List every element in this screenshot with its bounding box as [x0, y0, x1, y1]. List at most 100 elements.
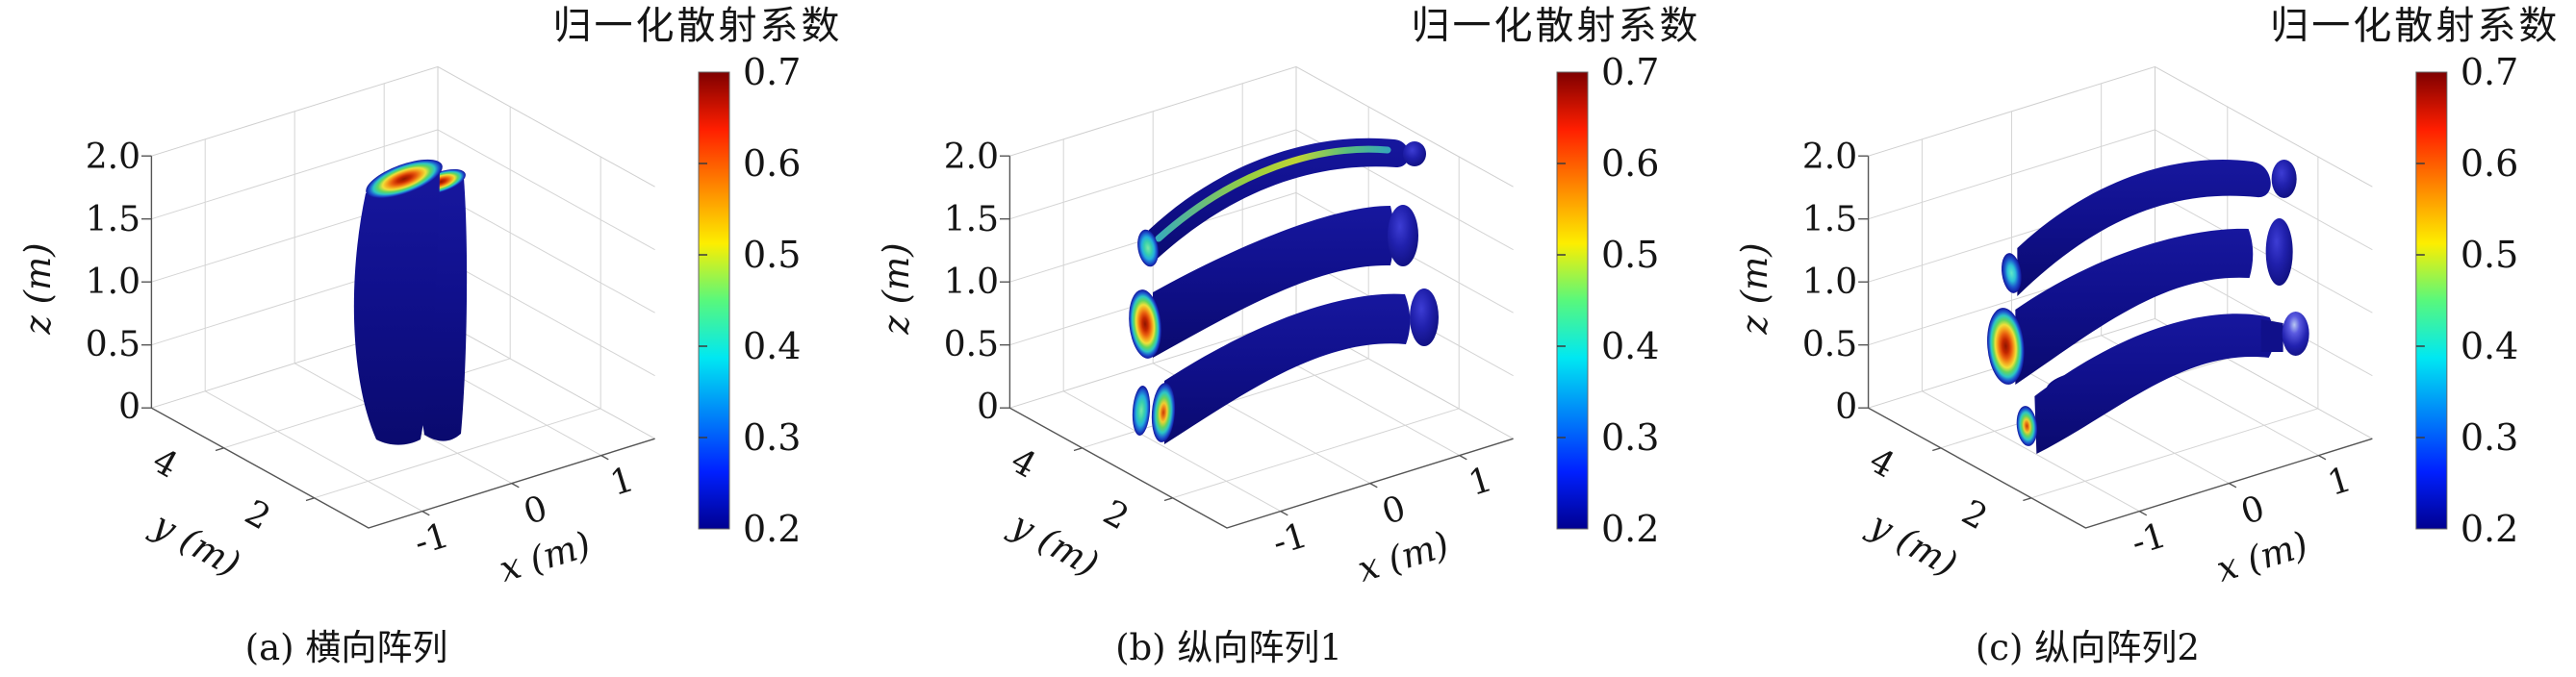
z-tick: 1.0 — [1802, 263, 1857, 302]
isosurface-tubes — [1987, 159, 2309, 454]
tube-middle-left-cap — [1987, 308, 2025, 385]
tube-top-body — [2017, 159, 2271, 296]
z-axis-label: z (m) — [876, 242, 917, 335]
panel-caption: (a) 横向阵列 — [245, 627, 448, 668]
tube-top-ridge-stripe — [1155, 145, 1391, 242]
y-tick: 4 — [146, 440, 185, 486]
z-tick: 0 — [118, 388, 140, 427]
panel-a: 2.0 1.5 1.0 0.5 0 4 2 -1 0 1 z (m) y (m)… — [0, 0, 858, 677]
column-left-top-cap — [366, 159, 443, 199]
panel-c: 2.0 1.5 1.0 0.5 0 4 2 -1 0 1 z (m) y (m)… — [1717, 0, 2576, 677]
tube-bottom-left-cap-small — [1132, 386, 1151, 436]
x-tick: 1 — [606, 460, 639, 504]
z-tick: 2.0 — [86, 138, 140, 177]
colorbar-title: 归一化散射系数 — [553, 4, 843, 48]
colorbar: 0.7 0.6 0.5 0.4 0.3 0.2 归一化散射系数 — [2270, 4, 2560, 550]
x-axis-label: x (m) — [1353, 523, 1454, 589]
z-tick: 0.5 — [86, 325, 140, 364]
z-axis-label: z (m) — [17, 242, 59, 335]
colorbar-tick-label: 0.5 — [1601, 234, 1659, 276]
z-tick: 1.5 — [1802, 200, 1857, 239]
grid-right-wall — [437, 106, 655, 409]
colorbar-tick-label: 0.3 — [2461, 416, 2519, 459]
colorbar-tick-label: 0.3 — [1601, 416, 1659, 459]
tube-top-left-cap — [1137, 229, 1159, 267]
colorbar-tick-label: 0.5 — [743, 234, 801, 276]
colorbar-tick-label: 0.6 — [743, 142, 801, 185]
axis-ticks — [141, 155, 609, 516]
tube-middle-body — [2015, 228, 2254, 385]
colorbar-tick-label: 0.7 — [743, 51, 801, 93]
colorbar-tick-label: 0.6 — [2461, 142, 2519, 185]
z-tick: 2.0 — [1802, 138, 1857, 177]
tube-bottom-end-bulb — [1410, 288, 1439, 346]
tube-middle-end-bulb — [2265, 218, 2293, 286]
column-left-body — [353, 168, 440, 445]
y-axis-label: y (m) — [1003, 503, 1106, 585]
colorbar-tick-label: 0.4 — [743, 325, 801, 367]
y-tick: 2 — [1097, 492, 1135, 538]
colorbar: 0.7 0.6 0.5 0.4 0.3 0.2 归一化散射系数 — [553, 4, 843, 550]
z-tick: 0.5 — [944, 325, 999, 364]
tube-middle-left-cap — [1129, 289, 1161, 359]
y-axis-label: y (m) — [144, 503, 247, 585]
isosurface-columns — [353, 159, 468, 445]
colorbar-tick-label: 0.5 — [2461, 234, 2519, 276]
tube-bottom-left-cap — [1151, 383, 1176, 442]
tick-labels: 2.0 1.5 1.0 0.5 0 4 2 -1 0 1 — [86, 138, 639, 564]
colorbar-ticks — [1557, 163, 1566, 439]
tube-top-left-cap — [2002, 253, 2022, 293]
colorbar-ticks — [699, 163, 707, 439]
plot-3d-b: 2.0 1.5 1.0 0.5 0 4 2 -1 0 1 z (m) y (m)… — [876, 4, 1698, 668]
z-tick: 1.0 — [86, 263, 140, 302]
tube-top-end-bulb — [2271, 160, 2297, 198]
grid-floor — [1922, 335, 2319, 513]
panel-caption: (b) 纵向阵列1 — [1115, 627, 1342, 668]
tube-bottom-end-flare — [2282, 312, 2309, 356]
x-axis-label: x (m) — [2211, 523, 2312, 589]
z-tick: 2.0 — [944, 138, 999, 177]
colorbar-tick-label: 0.2 — [2461, 508, 2519, 550]
z-tick: 0.5 — [1802, 325, 1857, 364]
tube-middle-body — [1153, 206, 1394, 358]
colorbar-tick-label: 0.2 — [743, 508, 801, 550]
colorbar-tick-label: 0.3 — [743, 416, 801, 459]
tube-bottom-body — [2034, 313, 2275, 454]
panel-caption: (c) 纵向阵列2 — [1976, 627, 2200, 668]
y-axis-label: y (m) — [1861, 503, 1964, 585]
tick-labels: 2.0 1.5 1.0 0.5 0 4 2 -1 0 1 — [944, 138, 1497, 564]
tube-bottom-body — [1164, 293, 1411, 444]
colorbar-tick-label: 0.2 — [1601, 508, 1659, 550]
isosurface-tubes — [1129, 138, 1439, 444]
colorbar-gradient — [698, 71, 730, 530]
axes-box — [141, 65, 655, 529]
z-tick: 1.0 — [944, 263, 999, 302]
x-tick: -1 — [410, 515, 454, 563]
x-tick: 0 — [1378, 489, 1411, 533]
x-axis-label: x (m) — [495, 523, 596, 589]
y-tick: 4 — [1863, 440, 1901, 486]
colorbar-tick-label: 0.4 — [2461, 325, 2519, 367]
colorbar-tick-label: 0.7 — [2461, 51, 2519, 93]
plot-3d-a: 2.0 1.5 1.0 0.5 0 4 2 -1 0 1 z (m) y (m)… — [17, 4, 843, 668]
z-tick: 0 — [1835, 388, 1857, 427]
z-tick: 0 — [977, 388, 999, 427]
tube-middle-end-bulb — [1388, 205, 1418, 266]
plot-3d-c: 2.0 1.5 1.0 0.5 0 4 2 -1 0 1 z (m) y (m)… — [1734, 4, 2560, 668]
tube-top-end-bulb — [1403, 141, 1426, 166]
y-tick: 2 — [1955, 492, 1994, 538]
axis-ticks — [1858, 155, 2327, 516]
x-tick: -1 — [1268, 515, 1313, 563]
colorbar-gradient — [2415, 71, 2448, 530]
x-tick: -1 — [2127, 515, 2171, 563]
panel-b: 2.0 1.5 1.0 0.5 0 4 2 -1 0 1 z (m) y (m)… — [858, 0, 1717, 677]
colorbar-tick-label: 0.6 — [1601, 142, 1659, 185]
tube-bottom-neck — [2260, 319, 2283, 352]
y-tick: 2 — [239, 492, 277, 538]
colorbar-gradient — [1556, 71, 1589, 530]
x-tick: 1 — [1465, 460, 1497, 504]
grid-floor — [1062, 335, 1461, 513]
tube-bottom-left-cap — [2016, 406, 2038, 446]
colorbar-title: 归一化散射系数 — [2270, 4, 2560, 48]
